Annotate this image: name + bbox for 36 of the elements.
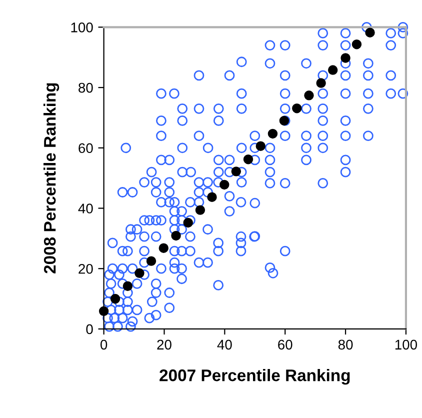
point [98, 306, 109, 316]
point [328, 65, 338, 75]
x-tick-label: 80 [338, 340, 353, 350]
point [304, 90, 314, 100]
x-tick-label: 60 [278, 340, 292, 350]
point [122, 281, 133, 291]
point [268, 128, 278, 139]
point [183, 218, 193, 228]
y-tick-label: 60 [78, 143, 93, 154]
point [352, 40, 362, 50]
point [220, 180, 230, 190]
y-tick-label: 100 [71, 22, 93, 32]
point [207, 192, 217, 202]
x-tick-label: 40 [217, 340, 232, 350]
y-axis-title: 2008 Percentile Ranking [44, 83, 60, 274]
point [365, 28, 375, 38]
point [146, 256, 156, 266]
point [256, 141, 266, 151]
point [231, 166, 242, 176]
y-tick-label: 20 [78, 264, 93, 274]
point [171, 230, 181, 241]
point [158, 243, 168, 253]
x-tick-label: 100 [395, 340, 418, 350]
y-tick-label: 40 [78, 204, 93, 214]
point [134, 268, 144, 278]
y-tick-label: 80 [78, 82, 93, 93]
x-tick-label: 20 [157, 340, 172, 350]
point [292, 103, 302, 114]
x-axis-title: 2007 Percentile Ranking [160, 368, 350, 385]
y-tick-label: 0 [86, 324, 93, 334]
point [243, 154, 254, 164]
point [195, 205, 206, 215]
point [110, 294, 120, 304]
x-tick-label: 0 [100, 340, 108, 350]
point [340, 53, 350, 63]
point [316, 78, 326, 88]
